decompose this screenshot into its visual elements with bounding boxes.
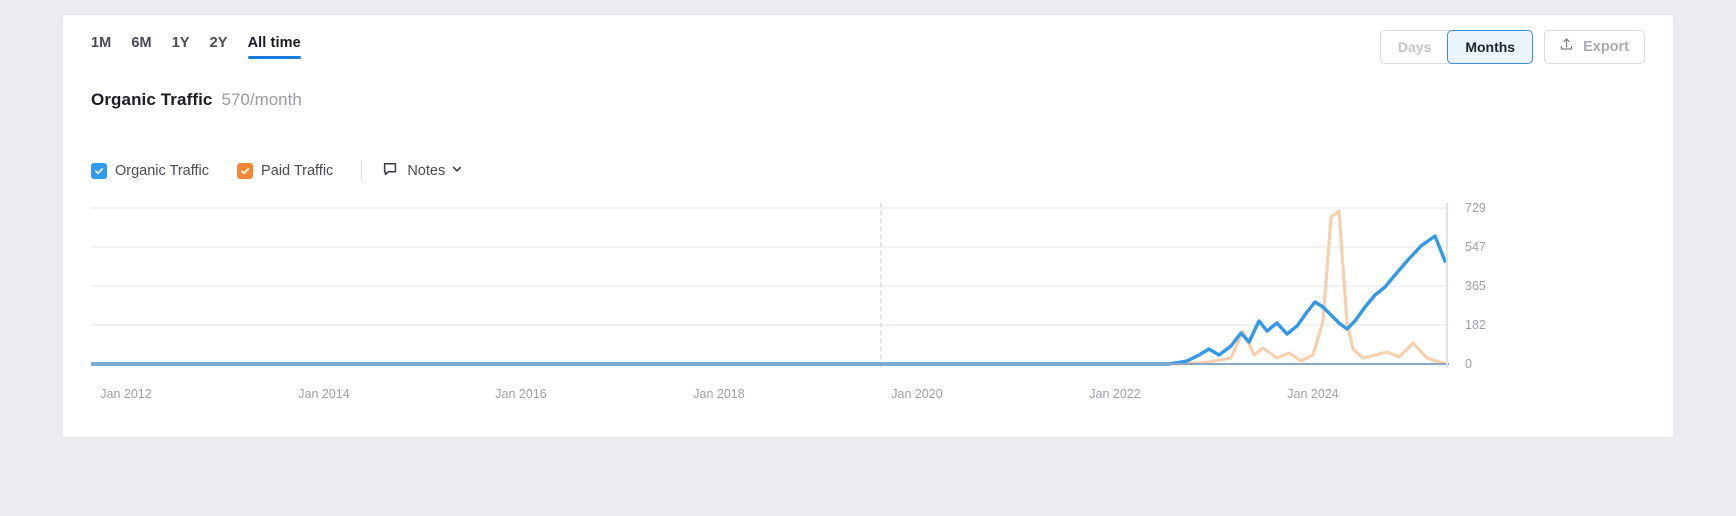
range-tab-6m[interactable]: 6M (131, 35, 152, 51)
granularity-toggle: Days Months (1379, 30, 1534, 64)
upload-icon (1559, 37, 1574, 57)
range-tab-2y[interactable]: 2Y (209, 35, 228, 51)
x-tick-label: Jan 2012 (100, 387, 152, 401)
range-tab-1y[interactable]: 1Y (171, 35, 190, 51)
paid-traffic-line (91, 209, 1449, 366)
traffic-value: 570/month (221, 90, 302, 109)
x-tick-label: Jan 2020 (891, 387, 943, 401)
granularity-months-button[interactable]: Months (1447, 30, 1534, 64)
legend-label-organic-traffic: Organic Traffic (115, 163, 210, 179)
note-icon (382, 161, 398, 182)
notes-dropdown[interactable]: Notes (382, 161, 463, 182)
legend-item-paid-traffic[interactable]: Paid Traffic (237, 163, 333, 179)
checkbox-organic-traffic[interactable] (91, 163, 107, 179)
range-tab-1m[interactable]: 1M (91, 35, 112, 51)
traffic-chart: 729 547 365 182 0 Jan 2012 Jan 2014 Jan … (91, 201, 1673, 413)
y-tick-label: 0 (1465, 357, 1472, 371)
legend-divider (361, 161, 363, 181)
y-tick-label: 365 (1465, 279, 1486, 293)
organic-traffic-line (91, 234, 1447, 366)
legend-item-organic-traffic[interactable]: Organic Traffic (91, 163, 209, 179)
chart-svg (91, 203, 1449, 368)
export-button[interactable]: Export (1544, 30, 1645, 64)
chevron-down-icon (451, 162, 463, 180)
notes-label: Notes (407, 163, 446, 179)
chart-toolbar: 1M 6M 1Y 2Y All time Days Months Export (63, 15, 1673, 77)
chart-legend: Organic Traffic Paid Traffic Notes (91, 160, 463, 182)
y-tick-label: 547 (1465, 240, 1486, 254)
chart-plot-area (91, 203, 1449, 375)
x-tick-label: Jan 2016 (495, 387, 547, 401)
time-range-tabs: 1M 6M 1Y 2Y All time (91, 35, 321, 59)
chart-title-row: Organic Traffic 570/month (91, 90, 302, 110)
legend-label-paid-traffic: Paid Traffic (261, 163, 334, 179)
x-tick-label: Jan 2018 (693, 387, 745, 401)
checkbox-paid-traffic[interactable] (237, 163, 254, 179)
y-tick-label: 729 (1465, 201, 1486, 215)
granularity-days-button: Days (1380, 31, 1449, 63)
x-tick-label: Jan 2022 (1089, 387, 1141, 401)
page-title: Organic Traffic (91, 90, 213, 109)
range-tab-all-time[interactable]: All time (247, 35, 301, 59)
export-label: Export (1583, 39, 1629, 55)
y-tick-label: 182 (1465, 318, 1486, 332)
traffic-chart-card: 1M 6M 1Y 2Y All time Days Months Export (62, 14, 1674, 438)
chart-toolbar-right: Days Months Export (1379, 30, 1645, 64)
chart-x-axis: Jan 2012 Jan 2014 Jan 2016 Jan 2018 Jan … (91, 387, 1449, 407)
x-tick-label: Jan 2024 (1287, 387, 1339, 401)
x-tick-label: Jan 2014 (298, 387, 350, 401)
chart-gridlines (91, 207, 1449, 365)
chart-y-axis: 729 547 365 182 0 (1465, 201, 1525, 375)
